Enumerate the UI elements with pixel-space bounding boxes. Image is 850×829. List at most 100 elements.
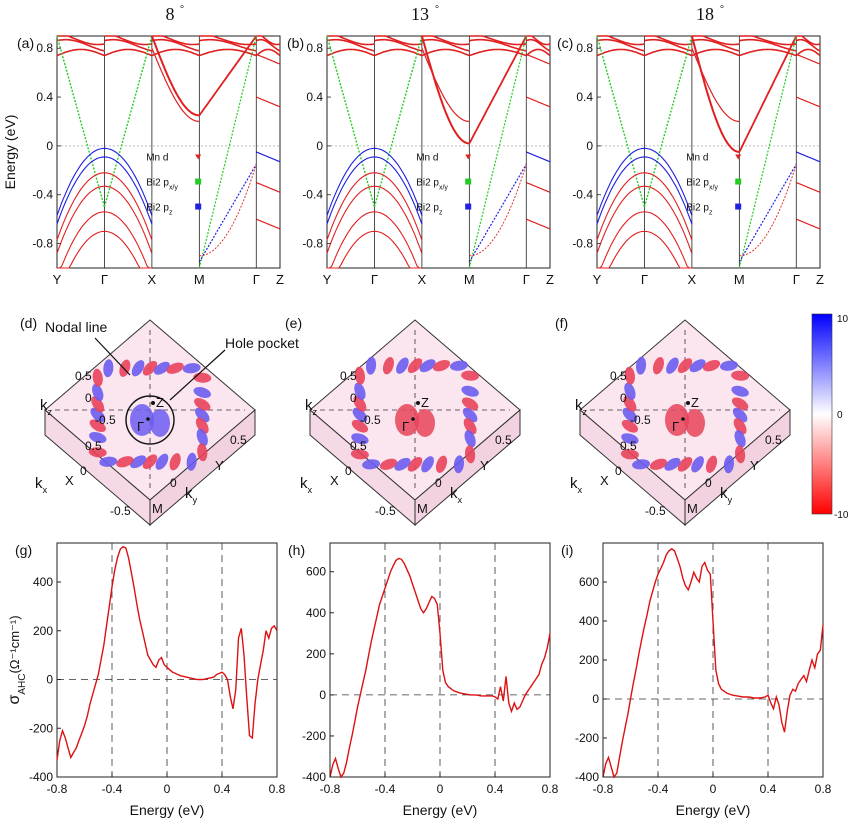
y-tick-label: 0 [46, 139, 53, 153]
legend-marker [465, 178, 472, 185]
fermi-pocket [407, 358, 423, 374]
kx-tick: 0.5 [85, 439, 102, 453]
fermi-pocket [379, 458, 398, 470]
fermi-pocket [723, 455, 735, 474]
fermi-pocket [142, 360, 158, 376]
fermi-pocket [103, 359, 114, 378]
bz-right-face [149, 408, 256, 527]
fermi-pocket [734, 430, 746, 448]
band-bi-pxy [596, 35, 646, 208]
y-tick-label: 600 [306, 565, 326, 579]
band-mn-d-flat [469, 38, 527, 52]
fermi-pocket [88, 447, 107, 458]
band-mn-d-flat [525, 48, 551, 57]
fermi-pocket [169, 453, 181, 471]
k-point-label: Γ [641, 272, 648, 287]
fermi-pocket [116, 456, 134, 468]
fermi-pocket [621, 433, 639, 445]
fermi-pocket [632, 459, 651, 470]
band-mn-d-flat [644, 35, 693, 46]
fermi-pocket [419, 359, 436, 373]
band-mn-d-flat [374, 48, 423, 57]
panel-letter: (c) [557, 35, 573, 51]
band-structure-panel-b: 0.8 0.4 0 -0.4 -0.8 Y Γ X M Γ Z (b) Mn d Bi2 px/y Bi2 … [287, 35, 554, 287]
band-mn-d-flat [739, 35, 797, 46]
k-point-label: Y [323, 272, 332, 287]
fermi-pocket [92, 383, 104, 402]
band-valence [596, 156, 693, 225]
y-tick-label: 600 [579, 575, 599, 589]
band-valence [326, 156, 423, 225]
y-tick-label: 0 [586, 139, 593, 153]
y-tick-label: -200 [575, 731, 599, 745]
legend-marker [195, 154, 202, 160]
k-point-label: X [148, 272, 157, 287]
colorbar-tick-top: 10 [837, 314, 849, 325]
x-label: X [65, 473, 74, 488]
kz-tick: -0.5 [95, 413, 116, 427]
ky-tick: 0 [435, 476, 442, 490]
band-mn-d-flat [256, 35, 281, 46]
band-bi-pxy [643, 35, 693, 208]
fermi-pocket [90, 407, 106, 423]
kz-tick: -0.5 [360, 413, 381, 427]
band-mn-d-flat [326, 38, 375, 52]
band-mn-d-flat [374, 35, 423, 46]
ky-tick: -0.5 [110, 504, 131, 518]
band-mn-d-flat [691, 35, 740, 46]
kz-tick: 0 [85, 391, 92, 405]
fermi-pocket [621, 419, 639, 433]
y-tick-label: -400 [575, 770, 599, 784]
band-gz [526, 151, 551, 163]
band-bi-pxy-mg [198, 35, 257, 269]
fermi-pocket [362, 459, 381, 470]
panel-letter: (f) [555, 315, 568, 331]
legend-marker [465, 154, 472, 160]
legend-marker [195, 178, 202, 185]
ahc-panel-g: -0.8 -0.4 0 0.4 0.8 400 200 0 -200 -400 Energy (eV… [6, 542, 286, 818]
fermi-pocket [351, 433, 369, 445]
kz-axis-label: kz [305, 397, 318, 417]
fermi-pockets [620, 356, 750, 474]
k-point-label: X [418, 272, 427, 287]
svg-text:°: ° [435, 4, 439, 15]
fermi-pocket [652, 357, 664, 375]
band-valence [596, 147, 693, 216]
kz-tick: 0 [620, 391, 627, 405]
kz-tick: 0.5 [340, 369, 357, 383]
center-pocket [685, 409, 705, 437]
fermi-pocket [636, 356, 647, 375]
fermi-pocket [623, 395, 637, 412]
y-label: Y [480, 458, 489, 473]
band-mn-d-flat [327, 35, 375, 46]
fermi-pocket [197, 443, 208, 462]
band-gz [526, 53, 551, 65]
band-bi-pz-mg [198, 163, 257, 263]
center-pocket [130, 404, 154, 436]
gamma-point [681, 417, 685, 421]
band-mn-d-flat [526, 35, 551, 46]
band-valence [327, 230, 422, 269]
fermi-pocket [465, 445, 476, 464]
band-mn-d-flat [691, 38, 740, 52]
band-mn-d-flat [421, 48, 470, 57]
x-tick-label: 0.4 [214, 782, 231, 796]
kx-tick: 0.5 [620, 439, 637, 453]
y-tick-label: 0.8 [306, 41, 323, 55]
y-tick-label: 0 [316, 139, 323, 153]
z-label: Z [691, 395, 699, 410]
kz-tick: -0.5 [630, 413, 651, 427]
ky-axis-label: kx [450, 485, 463, 505]
k-point-label: Γ [101, 272, 108, 287]
fermi-pocket [666, 357, 679, 374]
y-tick-label: 400 [33, 575, 53, 589]
band-gz [526, 218, 551, 230]
fermi-pockets [350, 356, 480, 474]
k-point-label: Γ [253, 272, 260, 287]
band-mn-d-mg [738, 35, 798, 153]
y-tick-label: 0.8 [36, 41, 53, 55]
legend-label: Bi2 px/y [686, 178, 718, 192]
fermi-pocket [89, 431, 107, 444]
ky-tick: -0.5 [375, 504, 396, 518]
k-point-label: Γ [371, 272, 378, 287]
